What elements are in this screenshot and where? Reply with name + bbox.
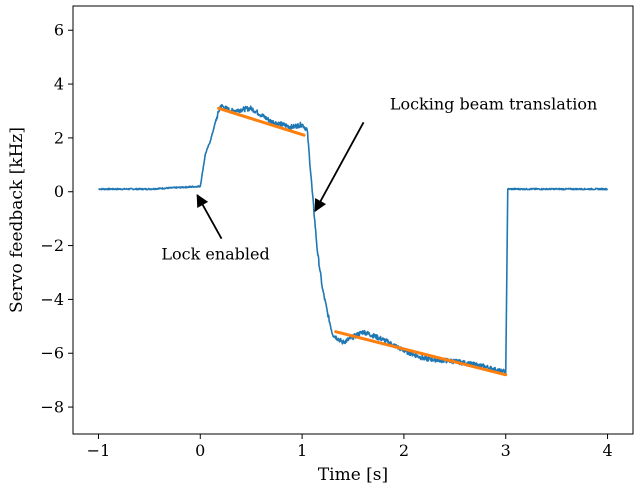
x-tick-label: 3 [501, 441, 511, 460]
x-tick-label: −1 [87, 441, 111, 460]
annotation-lock-enabled: Lock enabled [161, 245, 269, 264]
annotation-lock-enabled-arrow [196, 193, 223, 240]
y-tick-label: −4 [40, 290, 64, 309]
annotation-locking-beam-translation-arrow [314, 121, 365, 213]
fit-line-segment-1 [217, 106, 306, 137]
x-tick-label: 4 [602, 441, 612, 460]
x-tick-label: 2 [399, 441, 409, 460]
x-axis-label: Time [s] [318, 465, 388, 485]
x-tick-label: 0 [195, 441, 205, 460]
annotation-locking-beam-translation: Locking beam translation [390, 94, 597, 113]
y-axis-label: Servo feedback [kHz] [7, 127, 27, 313]
x-tick-label: 1 [297, 441, 307, 460]
y-tick-label: −6 [40, 344, 64, 363]
y-tick-label: 2 [54, 128, 64, 147]
fit-line-segment-2 [334, 330, 508, 377]
plot-frame [72, 5, 634, 435]
y-tick-label: −8 [40, 398, 64, 417]
y-tick-label: 0 [54, 182, 64, 201]
y-tick-label: −2 [40, 236, 64, 255]
y-tick-label: 6 [54, 21, 64, 40]
measurement-series-line [98, 103, 609, 376]
y-tick-label: 4 [54, 75, 64, 94]
